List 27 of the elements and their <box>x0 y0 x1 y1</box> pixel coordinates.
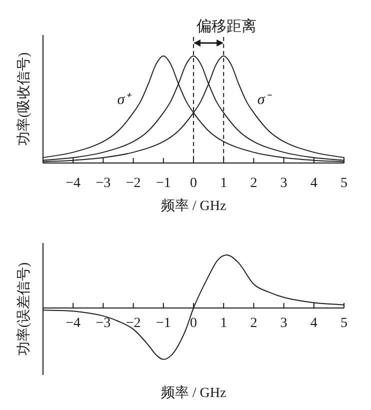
x-tick-label: 4 <box>310 316 318 331</box>
y-axis-title: 功率(误差信号) <box>16 262 32 356</box>
x-tick-label: 2 <box>250 316 258 331</box>
x-tick-label: −4 <box>66 176 81 191</box>
y-axis-title: 功率(吸收信号) <box>16 52 32 146</box>
x-tick-label: −1 <box>156 176 171 191</box>
series-label: σ⁻ <box>257 92 272 108</box>
text: 偏移距离 <box>196 18 256 35</box>
x-tick-label: −4 <box>66 316 81 331</box>
x-tick-label: 1 <box>220 316 228 331</box>
series-label: σ⁺ <box>117 92 132 108</box>
x-tick-label: −3 <box>96 316 111 331</box>
x-tick-label: −3 <box>96 176 111 191</box>
x-tick-label: 0 <box>190 316 197 331</box>
x-axis-title: 频率 / GHz <box>160 385 226 401</box>
x-tick-label: 5 <box>340 316 348 331</box>
x-tick-label: 0 <box>190 176 197 191</box>
x-tick-label: 4 <box>310 176 318 191</box>
x-tick-label: 1 <box>220 176 228 191</box>
x-tick-label: 3 <box>280 316 288 331</box>
x-tick-label: −2 <box>126 316 141 331</box>
x-tick-label: 5 <box>340 176 348 191</box>
x-tick-label: 2 <box>250 176 258 191</box>
x-tick-label: −1 <box>156 316 171 331</box>
x-tick-label: −2 <box>126 176 141 191</box>
x-axis-title: 频率 / GHz <box>160 198 226 214</box>
x-tick-label: 3 <box>280 176 288 191</box>
